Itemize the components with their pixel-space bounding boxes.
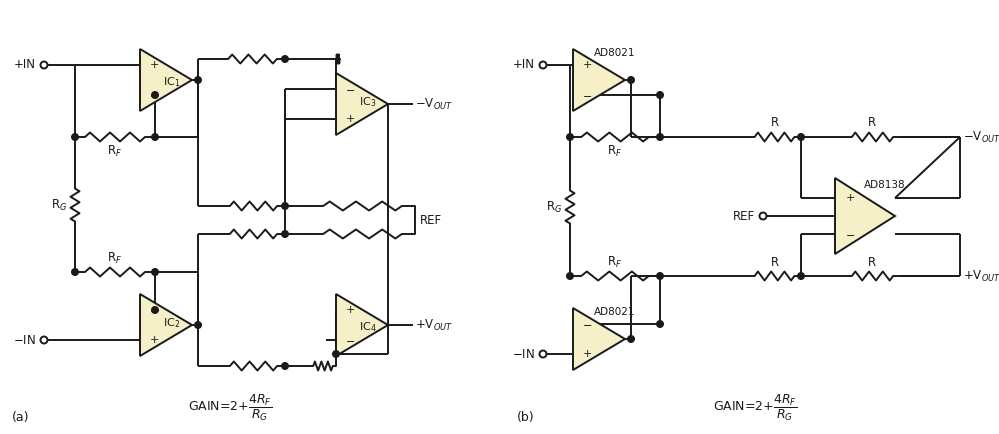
Text: R$_G$: R$_G$ — [545, 200, 562, 214]
Text: AD8021: AD8021 — [594, 48, 635, 58]
Text: R$_F$: R$_F$ — [607, 144, 622, 158]
Circle shape — [797, 134, 804, 140]
Text: REF: REF — [420, 214, 443, 227]
Circle shape — [797, 273, 804, 279]
Text: $-$: $-$ — [582, 319, 592, 329]
Text: +: + — [346, 305, 355, 315]
Circle shape — [566, 273, 573, 279]
Text: AD8021: AD8021 — [594, 307, 635, 317]
Polygon shape — [573, 49, 625, 111]
Circle shape — [152, 269, 158, 275]
Text: +V$_{OUT}$: +V$_{OUT}$ — [415, 317, 454, 332]
Circle shape — [627, 336, 634, 342]
Text: R: R — [771, 256, 779, 269]
Polygon shape — [140, 49, 192, 111]
Text: $-$IN: $-$IN — [13, 333, 36, 346]
Circle shape — [41, 62, 48, 69]
Text: +: + — [582, 60, 591, 70]
Text: R: R — [771, 116, 779, 129]
Text: R$_G$: R$_G$ — [51, 197, 67, 213]
Text: +: + — [346, 114, 355, 124]
Text: IC$_1$: IC$_1$ — [163, 75, 181, 89]
Text: $-$: $-$ — [149, 90, 159, 100]
Text: $-$: $-$ — [345, 84, 355, 94]
Circle shape — [72, 134, 78, 140]
Text: R$_F$: R$_F$ — [108, 250, 123, 266]
Text: AD8138: AD8138 — [864, 180, 906, 190]
Text: (a): (a) — [12, 411, 30, 424]
Circle shape — [152, 92, 158, 98]
Text: R$_F$: R$_F$ — [607, 254, 622, 270]
Text: +: + — [149, 60, 159, 70]
Circle shape — [195, 322, 202, 328]
Polygon shape — [336, 73, 388, 135]
Text: R$_F$: R$_F$ — [108, 144, 123, 158]
Circle shape — [627, 77, 634, 83]
Circle shape — [656, 273, 663, 279]
Polygon shape — [140, 294, 192, 356]
Text: +IN: +IN — [14, 59, 36, 72]
Text: GAIN=2+$\dfrac{4R_F}{R_G}$: GAIN=2+$\dfrac{4R_F}{R_G}$ — [188, 393, 272, 423]
Circle shape — [539, 351, 546, 358]
Text: $-$V$_{OUT}$: $-$V$_{OUT}$ — [963, 129, 999, 145]
Circle shape — [539, 62, 546, 69]
Circle shape — [656, 134, 663, 140]
Text: $-$: $-$ — [845, 229, 855, 239]
Text: +IN: +IN — [513, 59, 535, 72]
Polygon shape — [336, 294, 388, 356]
Text: $-$: $-$ — [149, 305, 159, 315]
Text: R: R — [868, 116, 876, 129]
Text: +V$_{OUT}$: +V$_{OUT}$ — [963, 269, 999, 283]
Circle shape — [566, 134, 573, 140]
Text: $-$: $-$ — [582, 90, 592, 100]
Text: $-$V$_{OUT}$: $-$V$_{OUT}$ — [415, 96, 454, 112]
Text: $-$IN: $-$IN — [512, 348, 535, 361]
Text: IC$_4$: IC$_4$ — [360, 320, 377, 334]
Text: +: + — [582, 349, 591, 359]
Circle shape — [656, 321, 663, 327]
Text: $-$: $-$ — [345, 335, 355, 345]
Circle shape — [152, 307, 158, 313]
Polygon shape — [835, 178, 895, 254]
Polygon shape — [573, 308, 625, 370]
Circle shape — [282, 203, 289, 209]
Text: IC$_3$: IC$_3$ — [360, 95, 377, 109]
Text: REF: REF — [733, 210, 755, 223]
Circle shape — [72, 269, 78, 275]
Text: GAIN=2+$\dfrac{4R_F}{R_G}$: GAIN=2+$\dfrac{4R_F}{R_G}$ — [713, 393, 797, 423]
Circle shape — [282, 363, 289, 369]
Circle shape — [282, 231, 289, 237]
Text: R: R — [868, 256, 876, 269]
Circle shape — [333, 351, 340, 357]
Text: +: + — [845, 193, 855, 203]
Circle shape — [656, 92, 663, 98]
Text: +: + — [149, 335, 159, 345]
Circle shape — [759, 213, 766, 220]
Text: IC$_2$: IC$_2$ — [164, 316, 181, 330]
Circle shape — [195, 77, 202, 83]
Circle shape — [41, 336, 48, 343]
Circle shape — [152, 134, 158, 140]
Circle shape — [282, 56, 289, 62]
Text: (b): (b) — [517, 411, 534, 424]
